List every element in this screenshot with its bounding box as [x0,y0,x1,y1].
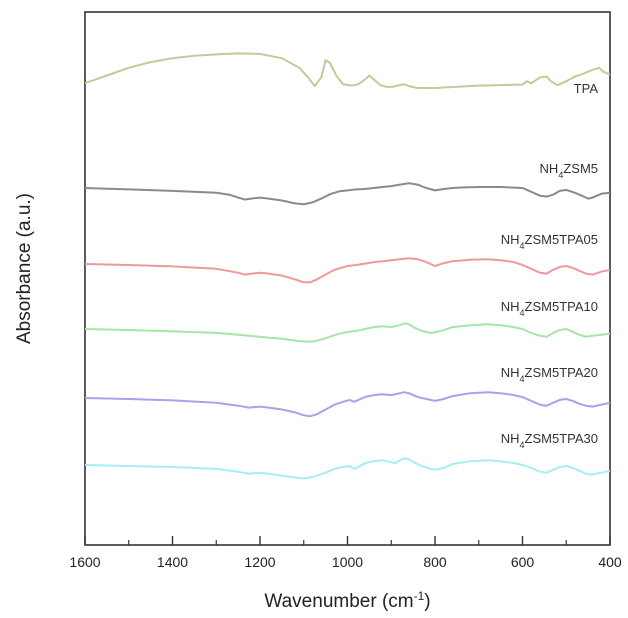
series-layer [84,52,611,480]
x-axis-title-end: ) [424,591,430,612]
series-label-tpa: TPA [574,81,599,96]
x-axis: 1600 1400 1200 1000 800 600 400 [69,536,622,570]
x-tick-label: 1000 [332,554,363,570]
plot-frame [84,11,611,546]
x-tick-label: 600 [511,554,535,570]
series-line-nh4zsm5tpa30 [84,457,611,480]
x-axis-title: Wavenumber (cm-1) [264,589,430,612]
x-tick-label: 1400 [157,554,188,570]
series-label-nh4zsm5tpa30: NH4ZSM5TPA30 [501,431,598,450]
series-label-nh4zsm5tpa05: NH4ZSM5TPA05 [501,232,598,251]
x-axis-title-main: Wavenumber (cm [264,591,413,612]
x-tick-label: 800 [423,554,447,570]
series-line-nh4zsm5tpa10 [84,322,611,343]
series-label-nh4zsm5: NH4ZSM5 [540,161,598,180]
series-labels: TPA NH4ZSM5 NH4ZSM5TPA05 NH4ZSM5TPA10 NH4ZSM… [501,81,599,450]
y-axis-title: Absorbance (a.u.) [14,193,35,344]
series-line-tpa [84,52,611,89]
x-tick-label: 1600 [69,554,100,570]
series-label-nh4zsm5tpa10: NH4ZSM5TPA10 [501,299,598,318]
series-label-nh4zsm5tpa20: NH4ZSM5TPA20 [501,365,598,384]
series-line-nh4zsm5 [84,182,611,206]
x-axis-title-sup: -1 [414,589,425,603]
x-tick-label: 1200 [244,554,275,570]
series-line-nh4zsm5tpa05 [84,257,611,284]
series-line-nh4zsm5tpa20 [84,391,611,418]
x-tick-label: 400 [598,554,622,570]
